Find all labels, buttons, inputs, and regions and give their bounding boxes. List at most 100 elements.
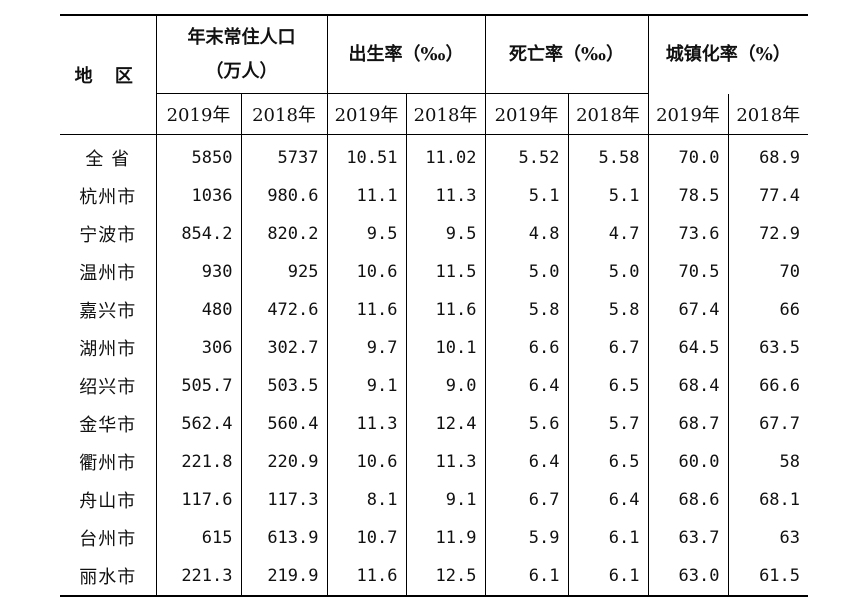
urb-2018-cell: 68.9 (727, 134, 809, 177)
birth-2019-header: 2019年 (326, 93, 406, 135)
birth-2019-cell: 11.3 (326, 405, 406, 443)
birth-2018-cell: 9.5 (405, 215, 485, 253)
urb-2018-cell: 77.4 (727, 177, 809, 215)
birth-2019-cell: 11.6 (326, 557, 406, 597)
population-header-line2: （万人） (205, 60, 278, 82)
region: 丽水市 (60, 557, 156, 597)
pop-2019-cell: 562.4 (155, 405, 241, 443)
pop-2018-header: 2018年 (240, 93, 327, 135)
pop-2019-cell: 930 (155, 253, 241, 291)
region: 湖州市 (79, 339, 137, 360)
birth-2019-cell: 9.5 (326, 215, 406, 253)
pop-2019-cell: 505.7 (155, 367, 241, 405)
urb-2018-cell: 63.5 (727, 329, 809, 367)
death-2018-cell: 6.5 (567, 443, 648, 481)
urb-2018-cell: 66 (727, 291, 809, 329)
death-2018-cell: 5.7 (567, 405, 648, 443)
region: 宁波市 (79, 225, 137, 246)
urb-2019-cell: 78.5 (647, 177, 728, 215)
urb-2018-header: 2018年 (727, 93, 809, 135)
death-2019-cell: 6.4 (484, 443, 568, 481)
death-2018-cell: 6.4 (567, 481, 648, 519)
pop-2019-cell: 221.3 (155, 557, 241, 597)
birth-2019-cell: 11.6 (326, 291, 406, 329)
pop-2018-cell: 560.4 (240, 405, 327, 443)
table-row: 湖州市 306 302.7 9.7 10.1 6.6 6.7 64.5 63.5 (60, 329, 809, 367)
table-row: 绍兴市 505.7 503.5 9.1 9.0 6.4 6.5 68.4 66.6 (60, 367, 809, 405)
death-2019-cell: 6.1 (484, 557, 568, 597)
death-2018-cell: 5.0 (567, 253, 648, 291)
pop-2018-cell: 820.2 (240, 215, 327, 253)
birth-2018-cell: 11.6 (405, 291, 485, 329)
pop-2019-cell: 5850 (155, 134, 241, 177)
death-2019-cell: 6.6 (484, 329, 568, 367)
urb-2018-cell: 66.6 (727, 367, 809, 405)
table-row: 嘉兴市 480 472.6 11.6 11.6 5.8 5.8 67.4 66 (60, 291, 809, 329)
death-2019-cell: 5.6 (484, 405, 568, 443)
birth-2019-cell: 10.7 (326, 519, 406, 557)
birth-2018-cell: 9.0 (405, 367, 485, 405)
death-2019-cell: 5.9 (484, 519, 568, 557)
death-2019-cell: 4.8 (484, 215, 568, 253)
urb-2018-cell: 72.9 (727, 215, 809, 253)
table-row: 温州市 930 925 10.6 11.5 5.0 5.0 70.5 70 (60, 253, 809, 291)
birth-2019-cell: 11.1 (326, 177, 406, 215)
region: 台州市 (79, 529, 137, 550)
urb-2018-cell: 63 (727, 519, 809, 557)
death-2019-cell: 6.7 (484, 481, 568, 519)
table-row: 金华市 562.4 560.4 11.3 12.4 5.6 5.7 68.7 67.7 (60, 405, 809, 443)
death-2018-cell: 6.5 (567, 367, 648, 405)
death-2018-cell: 5.58 (567, 134, 648, 177)
region: 衢州市 (79, 453, 137, 474)
pop-2018-cell: 925 (240, 253, 327, 291)
birth-2019-cell: 10.6 (326, 443, 406, 481)
region: 全 省 (85, 149, 131, 170)
death-2018-cell: 6.7 (567, 329, 648, 367)
urb-2018-cell: 61.5 (727, 557, 809, 597)
pop-2019-cell: 306 (155, 329, 241, 367)
region-header: 地 区 (60, 14, 156, 135)
death-2019-cell: 6.4 (484, 367, 568, 405)
urb-2019-cell: 70.0 (647, 134, 728, 177)
urbanization-header: 城镇化率（%） (647, 14, 809, 94)
birth-2019-cell: 9.7 (326, 329, 406, 367)
table-row: 杭州市 1036 980.6 11.1 11.3 5.1 5.1 78.5 77.4 (60, 177, 809, 215)
pop-2019-header: 2019年 (155, 93, 241, 135)
urb-2018-cell: 58 (727, 443, 809, 481)
death-2018-cell: 5.1 (567, 177, 648, 215)
pop-2018-cell: 5737 (240, 134, 327, 177)
death-2019-cell: 5.8 (484, 291, 568, 329)
pop-2018-cell: 220.9 (240, 443, 327, 481)
urb-2019-cell: 63.0 (647, 557, 728, 597)
urb-2018-cell: 67.7 (727, 405, 809, 443)
region: 舟山市 (79, 491, 137, 512)
birth-2018-cell: 11.3 (405, 443, 485, 481)
table-row: 丽水市 221.3 219.9 11.6 12.5 6.1 6.1 63.0 61.5 (60, 557, 809, 597)
birth-2018-cell: 12.5 (405, 557, 485, 597)
pop-2019-cell: 480 (155, 291, 241, 329)
pop-2018-cell: 472.6 (240, 291, 327, 329)
urb-2019-header: 2019年 (647, 93, 728, 135)
birth-2018-cell: 12.4 (405, 405, 485, 443)
pop-2019-cell: 854.2 (155, 215, 241, 253)
birth-2018-header: 2018年 (405, 93, 485, 135)
death-2019-cell: 5.0 (484, 253, 568, 291)
urb-2019-cell: 73.6 (647, 215, 728, 253)
urb-2019-cell: 67.4 (647, 291, 728, 329)
urb-2019-cell: 70.5 (647, 253, 728, 291)
pop-2019-cell: 117.6 (155, 481, 241, 519)
death-rate-header: 死亡率（‰） (484, 14, 648, 94)
urb-2019-cell: 60.0 (647, 443, 728, 481)
region: 温州市 (79, 263, 137, 284)
birth-2018-cell: 11.3 (405, 177, 485, 215)
pop-2018-cell: 980.6 (240, 177, 327, 215)
table-body: 全 省 5850 5737 10.51 11.02 5.52 5.58 70.0 68.9 杭州市… (60, 134, 809, 597)
urb-2018-cell: 68.1 (727, 481, 809, 519)
pop-2018-cell: 117.3 (240, 481, 327, 519)
region: 绍兴市 (79, 377, 137, 398)
region: 金华市 (79, 415, 137, 436)
table-row: 舟山市 117.6 117.3 8.1 9.1 6.7 6.4 68.6 68.1 (60, 481, 809, 519)
region: 嘉兴市 (79, 301, 137, 322)
pop-2018-cell: 503.5 (240, 367, 327, 405)
birth-2019-cell: 8.1 (326, 481, 406, 519)
